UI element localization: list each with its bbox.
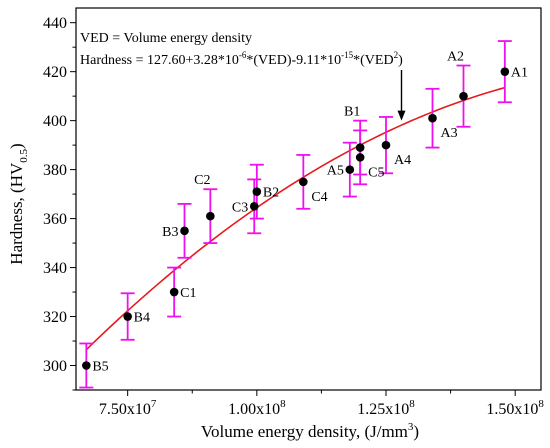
x-tick-base: 1.25x10 — [357, 401, 409, 418]
annotation-eq-sup-2: -15 — [341, 50, 353, 60]
point-label-C4: C4 — [311, 190, 327, 205]
point-label-A3: A3 — [441, 126, 458, 141]
point-B5 — [82, 361, 91, 370]
annotation-line-2: Hardness = 127.60+3.28*10-6*(VED)-9.11*1… — [80, 50, 403, 68]
point-B1 — [355, 143, 365, 152]
x-tick-label-2: 1.25x108 — [357, 398, 415, 418]
point-C2 — [206, 211, 215, 221]
plot-frame — [75, 7, 542, 391]
point-label-A2: A2 — [447, 50, 464, 65]
point-label-B2: B2 — [263, 186, 279, 201]
x-tick-exp: 7 — [151, 398, 157, 410]
annotation-eq-part-b: *(VED)-9.11*10 — [246, 53, 341, 68]
y-tick-label-340: 340 — [43, 260, 67, 277]
y-axis-ticks: 300 320 340 360 380 400 420 440 — [43, 15, 76, 391]
x-tick-label-0: 7.50x107 — [99, 398, 157, 418]
x-tick-label-1: 1.00x108 — [228, 398, 286, 418]
point-B2 — [252, 187, 262, 196]
point-A1 — [500, 67, 510, 76]
point-A2 — [459, 91, 468, 101]
point-label-C2: C2 — [194, 173, 210, 188]
x-axis-label: Volume energy density, (J/mm3) — [201, 421, 419, 441]
point-label-C3: C3 — [232, 200, 248, 215]
x-axis-label-sup: 3 — [408, 421, 414, 433]
axes-frame — [75, 7, 542, 391]
x-axis-ticks: 7.50x107 1.00x108 1.25x108 1.50x108 — [99, 390, 544, 418]
x-tick-base: 1.50x10 — [486, 401, 538, 418]
point-label-B4: B4 — [134, 311, 150, 326]
point-label-B1: B1 — [344, 105, 360, 120]
point-A3 — [428, 113, 437, 123]
x-tick-exp: 8 — [409, 398, 415, 410]
point-label-B5: B5 — [92, 360, 108, 375]
point-label-B3: B3 — [162, 225, 178, 240]
point-label-A4: A4 — [394, 153, 411, 168]
point-B3 — [180, 226, 189, 236]
y-tick-label-440: 440 — [43, 15, 67, 32]
annotation-line-1: VED = Volume energy density — [80, 31, 252, 46]
point-B4 — [123, 312, 132, 321]
point-C3 — [249, 202, 259, 211]
error-bars — [79, 40, 512, 389]
annotation-eq-sup-1: -6 — [239, 50, 247, 60]
point-C4 — [299, 177, 308, 187]
point-label-C1: C1 — [180, 286, 196, 301]
annotation-eq-part-d: ) — [398, 53, 403, 68]
point-label-A5: A5 — [327, 164, 344, 179]
y-tick-label-360: 360 — [43, 211, 67, 228]
annotation-eq-part-a: Hardness = 127.60+3.28*10 — [80, 53, 239, 68]
y-axis-label-sub: 0.5 — [18, 148, 30, 162]
point-C1 — [169, 287, 179, 297]
annotation-eq-part-c: *(VED — [353, 53, 393, 68]
x-tick-base: 1.00x10 — [228, 401, 280, 418]
data-points — [82, 67, 510, 370]
y-tick-label-400: 400 — [43, 113, 67, 130]
x-axis-label-text: Volume energy density, (J/mm — [201, 422, 408, 441]
x-tick-exp: 8 — [280, 398, 286, 410]
y-axis-label: Hardness, (HV0.5) — [7, 143, 30, 264]
x-tick-exp: 8 — [538, 398, 544, 410]
arrow-head — [397, 110, 406, 121]
x-tick-label-3: 1.50x108 — [486, 398, 544, 418]
annotation-arrow — [397, 70, 406, 121]
y-axis-label-text: Hardness, (HV — [7, 162, 26, 265]
y-tick-label-420: 420 — [43, 64, 67, 81]
annotation-eq-sup-3: 2 — [394, 50, 399, 60]
x-tick-base: 7.50x10 — [99, 401, 151, 418]
point-label-C5: C5 — [368, 165, 384, 180]
fit-curve — [85, 86, 506, 351]
point-A5 — [345, 165, 355, 174]
y-tick-label-320: 320 — [43, 309, 67, 326]
point-label-A1: A1 — [511, 66, 528, 81]
y-tick-label-380: 380 — [43, 162, 67, 179]
x-axis-label-close: ) — [413, 422, 419, 441]
point-C5 — [355, 153, 365, 162]
point-A4 — [381, 140, 391, 150]
y-tick-label-300: 300 — [43, 358, 67, 375]
y-axis-label-close: ) — [7, 143, 26, 149]
